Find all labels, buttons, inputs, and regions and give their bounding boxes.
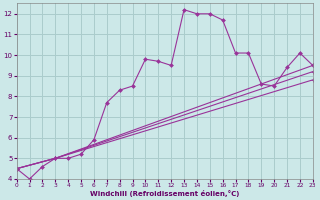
X-axis label: Windchill (Refroidissement éolien,°C): Windchill (Refroidissement éolien,°C) <box>90 190 239 197</box>
